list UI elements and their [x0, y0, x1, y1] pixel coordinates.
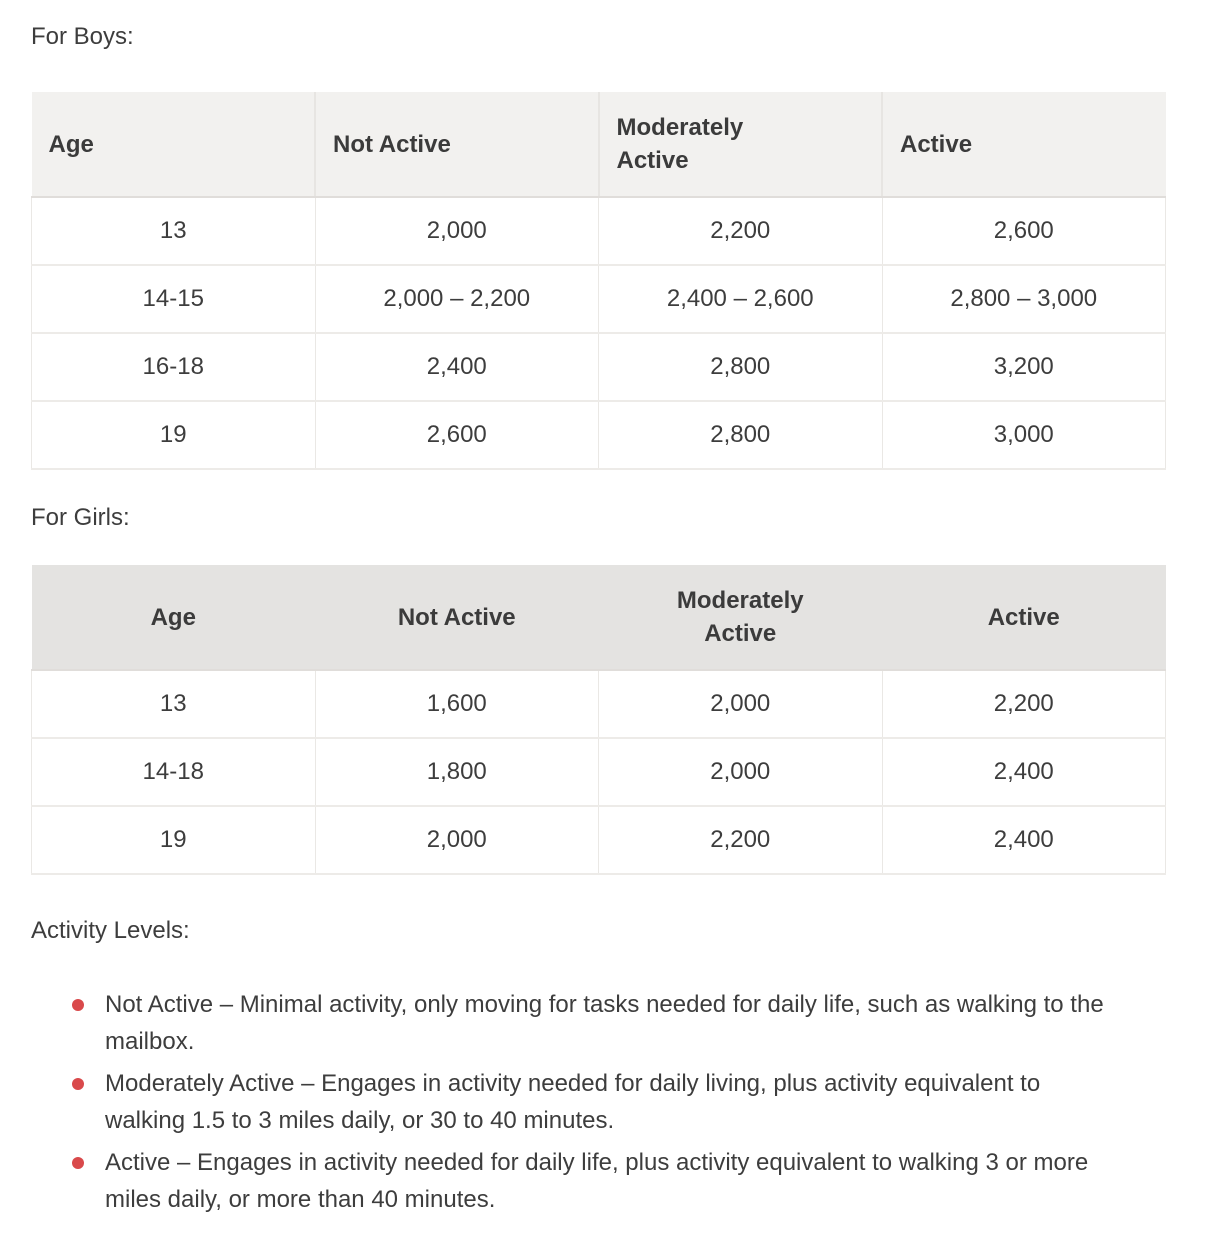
table-cell: 14-15: [31, 264, 316, 334]
calorie-guidelines-page: For Boys: Age Not Active Moderately Active…: [31, 23, 1166, 1218]
table-cell: 2,400: [314, 332, 599, 402]
boys-section-heading: For Boys:: [31, 23, 134, 50]
column-header-label: Not Active: [397, 604, 516, 632]
table-cell: 1,800: [314, 737, 599, 807]
column-header-label: Not Active: [333, 131, 451, 159]
girls-calorie-table: Age Not Active Moderately Active Active 13 1,…: [31, 565, 1166, 875]
table-cell: 2,200: [598, 196, 883, 266]
header-row: Age Not Active Moderately Active Active: [31, 565, 1166, 671]
bullet-icon: [72, 1078, 84, 1090]
activity-levels-heading: Activity Levels:: [31, 917, 190, 944]
table-row: 13 1,600 2,000 2,200: [31, 669, 1166, 739]
table-row: 19 2,600 2,800 3,000: [31, 400, 1166, 470]
table-cell: 2,600: [881, 196, 1166, 266]
table-cell: 1,600: [314, 669, 599, 739]
activity-levels-list: Not Active – Minimal activity, only movi…: [31, 986, 1166, 1218]
bullet-icon: [72, 1157, 84, 1169]
table-cell: 3,000: [881, 400, 1166, 470]
table-cell: 2,000: [598, 669, 883, 739]
column-header-label: Active: [987, 604, 1060, 632]
table-cell: 19: [31, 805, 316, 875]
column-header-moderately-active: Moderately Active: [598, 565, 882, 671]
column-header-not-active: Not Active: [315, 565, 599, 671]
table-cell: 2,200: [598, 805, 883, 875]
girls-section-heading: For Girls:: [31, 504, 130, 531]
table-cell: 2,800: [598, 332, 883, 402]
activity-level-item: Not Active – Minimal activity, only movi…: [72, 986, 1110, 1060]
table-cell: 2,400 – 2,600: [598, 264, 883, 334]
table-row: 14-15 2,000 – 2,200 2,400 – 2,600 2,800 – 3…: [31, 264, 1166, 334]
column-header-active: Active: [882, 565, 1166, 671]
boys-calorie-table: Age Not Active Moderately Active Active 13 2,…: [31, 92, 1166, 470]
column-header-label: Age: [48, 131, 94, 159]
table-cell: 2,800 – 3,000: [881, 264, 1166, 334]
activity-level-item: Moderately Active – Engages in activity …: [72, 1065, 1110, 1139]
table-cell: 2,200: [881, 669, 1166, 739]
column-header-label: Age: [150, 604, 196, 632]
activity-level-item: Active – Engages in activity needed for …: [72, 1144, 1110, 1218]
table-cell: 2,400: [881, 737, 1166, 807]
table-cell: 14-18: [31, 737, 316, 807]
bullet-icon: [72, 999, 84, 1011]
table-cell: 19: [31, 400, 316, 470]
column-header-label: Active: [900, 131, 973, 159]
table-cell: 2,000: [314, 196, 599, 266]
table-cell: 2,600: [314, 400, 599, 470]
column-header-moderately-active: Moderately Active: [597, 92, 882, 198]
table-cell: 2,000: [598, 737, 883, 807]
table-row: 16-18 2,400 2,800 3,200: [31, 332, 1166, 402]
table-cell: 2,400: [881, 805, 1166, 875]
table-row: 19 2,000 2,200 2,400: [31, 805, 1166, 875]
column-header-label: Moderately Active: [616, 114, 744, 174]
table-row: 14-18 1,800 2,000 2,400: [31, 737, 1166, 807]
column-header-age: Age: [31, 565, 315, 671]
table-row: 13 2,000 2,200 2,600: [31, 196, 1166, 266]
column-header-label: Moderately Active: [676, 587, 804, 647]
table-cell: 2,000 – 2,200: [314, 264, 599, 334]
table-cell: 13: [31, 669, 316, 739]
table-cell: 16-18: [31, 332, 316, 402]
table-cell: 2,800: [598, 400, 883, 470]
column-header-not-active: Not Active: [314, 92, 599, 198]
table-cell: 3,200: [881, 332, 1166, 402]
table-cell: 2,000: [314, 805, 599, 875]
column-header-active: Active: [881, 92, 1166, 198]
header-row: Age Not Active Moderately Active Active: [31, 92, 1166, 198]
table-cell: 13: [31, 196, 316, 266]
column-header-age: Age: [31, 92, 315, 198]
